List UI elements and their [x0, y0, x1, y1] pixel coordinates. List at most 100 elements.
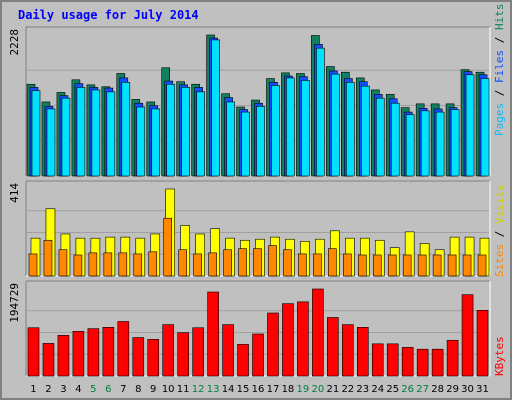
x-tick-label-day-13: 13 — [207, 384, 220, 395]
kbytes-bar — [342, 324, 354, 377]
sites-bar — [283, 249, 292, 277]
pages-bar — [76, 87, 86, 177]
sites-bar — [268, 245, 277, 277]
pages-bar — [196, 91, 205, 177]
sites-bar — [178, 249, 187, 277]
x-tick-label-day-6: 6 — [105, 384, 111, 395]
kbytes-bar — [27, 327, 40, 377]
kbytes-bar — [192, 327, 204, 377]
sites-bar — [28, 253, 38, 277]
kbytes-bar — [42, 343, 55, 377]
sites-bar — [298, 253, 307, 277]
sites-bar — [432, 254, 442, 277]
kbytes-bar — [416, 348, 429, 377]
pages-bar — [136, 106, 146, 177]
sites-bar — [253, 248, 262, 277]
x-tick-label-day-23: 23 — [356, 384, 369, 395]
x-tick-label-day-24: 24 — [371, 384, 384, 395]
pages-bar — [121, 82, 131, 177]
x-tick-label-day-17: 17 — [267, 384, 280, 395]
x-tick-label-day-16: 16 — [252, 384, 265, 395]
panel-2-ymax-label: 414 — [8, 183, 21, 203]
kbytes-bar — [431, 348, 444, 377]
x-tick-label-day-19: 19 — [297, 384, 310, 395]
pages-bar — [375, 97, 385, 177]
sites-bar — [402, 254, 412, 277]
x-tick-label-day-20: 20 — [312, 384, 325, 395]
kbytes-bar — [102, 327, 115, 377]
sites-bar — [148, 251, 158, 277]
x-tick-label-day-5: 5 — [90, 384, 96, 395]
pages-bar — [166, 83, 176, 177]
panel-1-legend-pages: Pages — [493, 103, 506, 136]
x-tick-label-day-14: 14 — [222, 384, 235, 395]
sites-bar — [343, 253, 352, 277]
x-tick-label-day-4: 4 — [75, 384, 81, 395]
kbytes-bar — [72, 331, 85, 377]
pages-bar — [331, 73, 340, 177]
pages-bar — [31, 90, 41, 177]
kbytes-bar — [252, 333, 264, 377]
kbytes-bar — [177, 332, 189, 377]
pages-bar — [405, 114, 415, 177]
x-tick-label-day-15: 15 — [237, 384, 250, 395]
kbytes-bar — [282, 303, 294, 377]
panel-1-legend-separator: / — [493, 83, 506, 103]
panel-1-ymax-label: 2228 — [8, 29, 21, 56]
x-tick-label-day-27: 27 — [416, 384, 429, 395]
x-tick-label-day-29: 29 — [446, 384, 459, 395]
pages-bar — [241, 111, 250, 177]
pages-bar — [91, 89, 101, 177]
sites-bar — [328, 248, 337, 277]
sites-bar — [387, 254, 397, 277]
panel-1-legend-separator: / — [493, 30, 506, 50]
panel-2-legend: Sites / Visits — [493, 184, 506, 277]
panel-1-legend-hits: Hits — [493, 4, 506, 31]
x-tick-label-day-12: 12 — [192, 384, 205, 395]
pages-bar — [301, 80, 310, 177]
pages-bar — [420, 110, 430, 177]
panel-3-legend-kbytes: KBytes — [493, 336, 506, 376]
kbytes-bar — [327, 317, 339, 377]
chart-title: Daily usage for July 2014 — [18, 8, 199, 22]
sites-bar — [163, 217, 173, 277]
panel-2-legend-separator: / — [493, 224, 506, 244]
pages-bar — [346, 82, 355, 177]
x-tick-label-day-8: 8 — [135, 384, 141, 395]
kbytes-bar — [401, 347, 414, 377]
sites-bar — [208, 252, 217, 277]
x-tick-label-day-21: 21 — [326, 384, 339, 395]
kbytes-bar — [87, 328, 100, 377]
x-tick-label-day-28: 28 — [431, 384, 444, 395]
pages-bar — [286, 77, 295, 177]
kbytes-bar — [237, 343, 249, 377]
pages-bar — [435, 111, 445, 177]
kbytes-bar — [297, 301, 309, 377]
panel-1-legend-files: Files — [493, 50, 506, 83]
kbytes-bar — [356, 327, 369, 377]
x-tick-label-day-26: 26 — [401, 384, 414, 395]
panel-3-legend: KBytes — [493, 336, 506, 376]
x-tick-label-day-22: 22 — [341, 384, 354, 395]
sites-bar — [357, 254, 367, 277]
x-tick-label-day-11: 11 — [177, 384, 190, 395]
pages-bar — [465, 74, 475, 177]
sites-bar — [462, 254, 472, 277]
sites-bar — [372, 254, 382, 277]
sites-bar — [447, 254, 457, 277]
kbytes-bar — [222, 324, 234, 377]
pages-bar — [390, 102, 400, 177]
kbytes-bar — [386, 343, 399, 377]
pages-bar — [226, 101, 235, 177]
kbytes-bar — [267, 312, 279, 377]
x-tick-label-day-7: 7 — [120, 384, 126, 395]
kbytes-bar — [371, 343, 384, 377]
x-tick-label-day-10: 10 — [162, 384, 175, 395]
pages-bar — [61, 97, 71, 177]
kbytes-bar — [461, 294, 474, 377]
pages-bar — [181, 87, 190, 177]
sites-bar — [133, 253, 143, 277]
sites-bar — [417, 254, 427, 277]
sites-bar — [73, 254, 83, 277]
